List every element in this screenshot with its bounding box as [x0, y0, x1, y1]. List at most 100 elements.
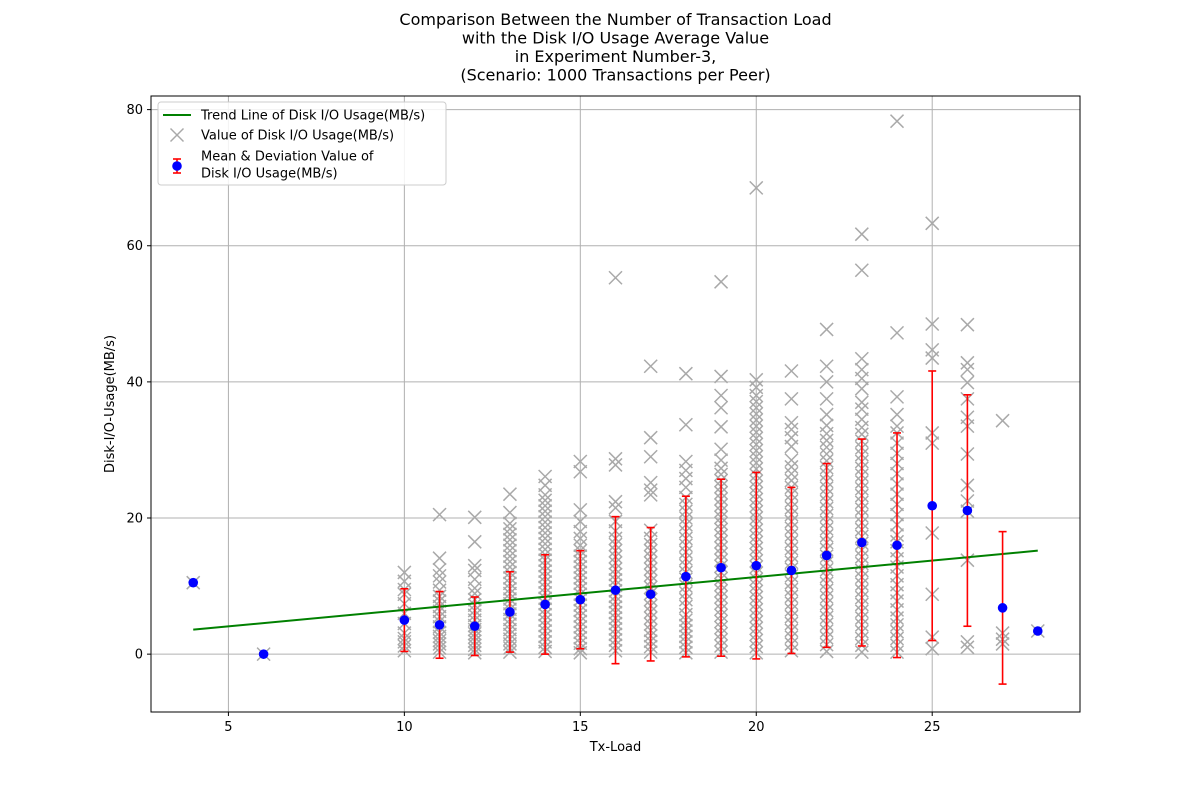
value-marker-stroke — [538, 498, 553, 513]
value-marker-stroke — [854, 427, 869, 442]
value-marker — [678, 454, 693, 469]
value-marker — [714, 400, 729, 415]
y-axis-ticks: 0 20 40 60 80 — [126, 103, 151, 663]
value-marker — [643, 483, 658, 498]
value-marker — [573, 514, 588, 529]
value-marker-stroke — [502, 521, 517, 536]
value-marker-stroke — [538, 504, 553, 519]
value-marker — [502, 527, 517, 542]
title-line: (Scenario: 1000 Transactions per Peer) — [460, 66, 770, 85]
value-marker-stroke — [714, 453, 729, 468]
value-marker-stroke — [538, 520, 553, 535]
mean-point — [575, 594, 586, 605]
value-marker — [643, 487, 658, 502]
mean-point — [962, 505, 973, 516]
value-marker — [960, 375, 975, 390]
value-marker-stroke — [573, 514, 588, 529]
value-marker-stroke — [819, 407, 834, 422]
value-marker — [432, 551, 447, 566]
value-marker — [749, 431, 764, 446]
value-marker-stroke — [749, 400, 764, 415]
mean-point — [821, 550, 832, 561]
value-marker — [573, 531, 588, 546]
title-line: Comparison Between the Number of Transac… — [399, 10, 831, 29]
value-marker-stroke — [678, 454, 693, 469]
value-marker-stroke — [819, 359, 834, 374]
value-marker-stroke — [960, 634, 975, 649]
mean-point — [786, 565, 797, 576]
value-marker-stroke — [608, 500, 623, 515]
value-marker — [854, 395, 869, 410]
value-marker — [960, 355, 975, 370]
value-marker-stroke — [784, 391, 799, 406]
value-marker — [538, 469, 553, 484]
value-marker-stroke — [819, 644, 834, 659]
value-marker-stroke — [714, 369, 729, 384]
value-marker — [643, 475, 658, 490]
value-marker-stroke — [502, 559, 517, 575]
value-marker — [573, 538, 588, 553]
value-marker — [608, 457, 623, 472]
value-marker — [714, 388, 729, 403]
value-marker — [854, 427, 869, 442]
value-marker-stroke — [538, 509, 553, 524]
x-axis-label: Tx-Load — [589, 740, 642, 755]
value-marker — [995, 413, 1010, 428]
value-marker — [749, 372, 764, 387]
mean-point — [469, 621, 480, 632]
value-marker — [502, 532, 517, 547]
mean-point — [927, 500, 938, 511]
value-marker-stroke — [854, 263, 869, 278]
value-marker-stroke — [925, 641, 940, 656]
value-marker-stroke — [784, 459, 799, 474]
value-marker — [925, 216, 940, 231]
mean-point — [399, 615, 410, 625]
value-marker-stroke — [573, 538, 588, 553]
value-marker — [854, 645, 869, 660]
value-marker — [502, 487, 517, 502]
value-marker-stroke — [960, 375, 975, 390]
value-marker-stroke — [749, 449, 764, 464]
legend: Trend Line of Disk I/O Usage(MB/s) Value … — [157, 101, 447, 186]
value-marker-stroke — [925, 342, 940, 357]
value-marker-stroke — [854, 351, 869, 366]
value-marker-stroke — [960, 317, 975, 332]
value-marker — [749, 425, 764, 440]
value-marker — [784, 453, 799, 468]
mean-point — [892, 540, 902, 551]
value-marker-stroke — [432, 507, 447, 522]
value-marker-stroke — [749, 406, 764, 421]
value-marker — [538, 542, 553, 557]
value-marker-stroke — [573, 454, 588, 469]
x-tick-label: 20 — [748, 720, 765, 735]
value-marker — [502, 543, 517, 558]
value-marker-stroke — [889, 325, 905, 340]
value-marker — [538, 531, 553, 546]
value-marker-stroke — [502, 549, 517, 564]
value-marker — [608, 451, 623, 466]
value-marker-stroke — [819, 440, 834, 455]
value-marker-stroke — [854, 412, 869, 427]
value-marker-stroke — [502, 554, 517, 569]
value-marker-stroke — [749, 425, 764, 440]
value-marker — [889, 407, 905, 422]
value-marker — [925, 342, 940, 357]
value-marker-stroke — [749, 412, 764, 428]
value-marker — [819, 453, 834, 468]
value-marker-stroke — [925, 316, 940, 332]
title-line: with the Disk I/O Usage Average Value — [462, 29, 769, 48]
value-marker-stroke — [714, 388, 729, 403]
value-marker-stroke — [502, 487, 517, 502]
value-marker — [538, 504, 553, 519]
value-marker-stroke — [784, 453, 799, 468]
value-marker — [854, 351, 869, 366]
value-marker-stroke — [749, 380, 764, 395]
value-marker-stroke — [960, 362, 975, 377]
mean-point — [997, 603, 1008, 613]
value-marker — [889, 389, 905, 404]
value-marker-stroke — [573, 531, 588, 546]
value-marker-stroke — [643, 430, 658, 445]
value-marker — [854, 263, 869, 278]
value-marker-stroke — [502, 505, 517, 520]
legend-label-mean-deviation: Mean & Deviation Value of — [201, 150, 374, 165]
